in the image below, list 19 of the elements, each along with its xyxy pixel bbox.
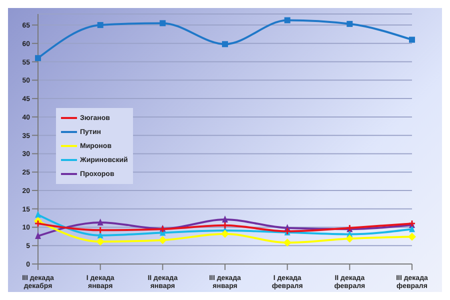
point [221, 222, 229, 230]
point [221, 230, 229, 238]
point [409, 36, 415, 43]
point [96, 226, 104, 234]
point [158, 236, 167, 244]
point [222, 216, 228, 223]
point [160, 20, 166, 26]
point [408, 232, 416, 241]
point [35, 210, 41, 218]
point [283, 238, 292, 247]
point [96, 238, 104, 246]
point [35, 55, 41, 62]
point [346, 234, 354, 243]
point [222, 41, 228, 48]
point [97, 22, 104, 28]
point [97, 218, 104, 226]
point [284, 17, 290, 24]
point [346, 20, 353, 27]
point [35, 232, 41, 240]
